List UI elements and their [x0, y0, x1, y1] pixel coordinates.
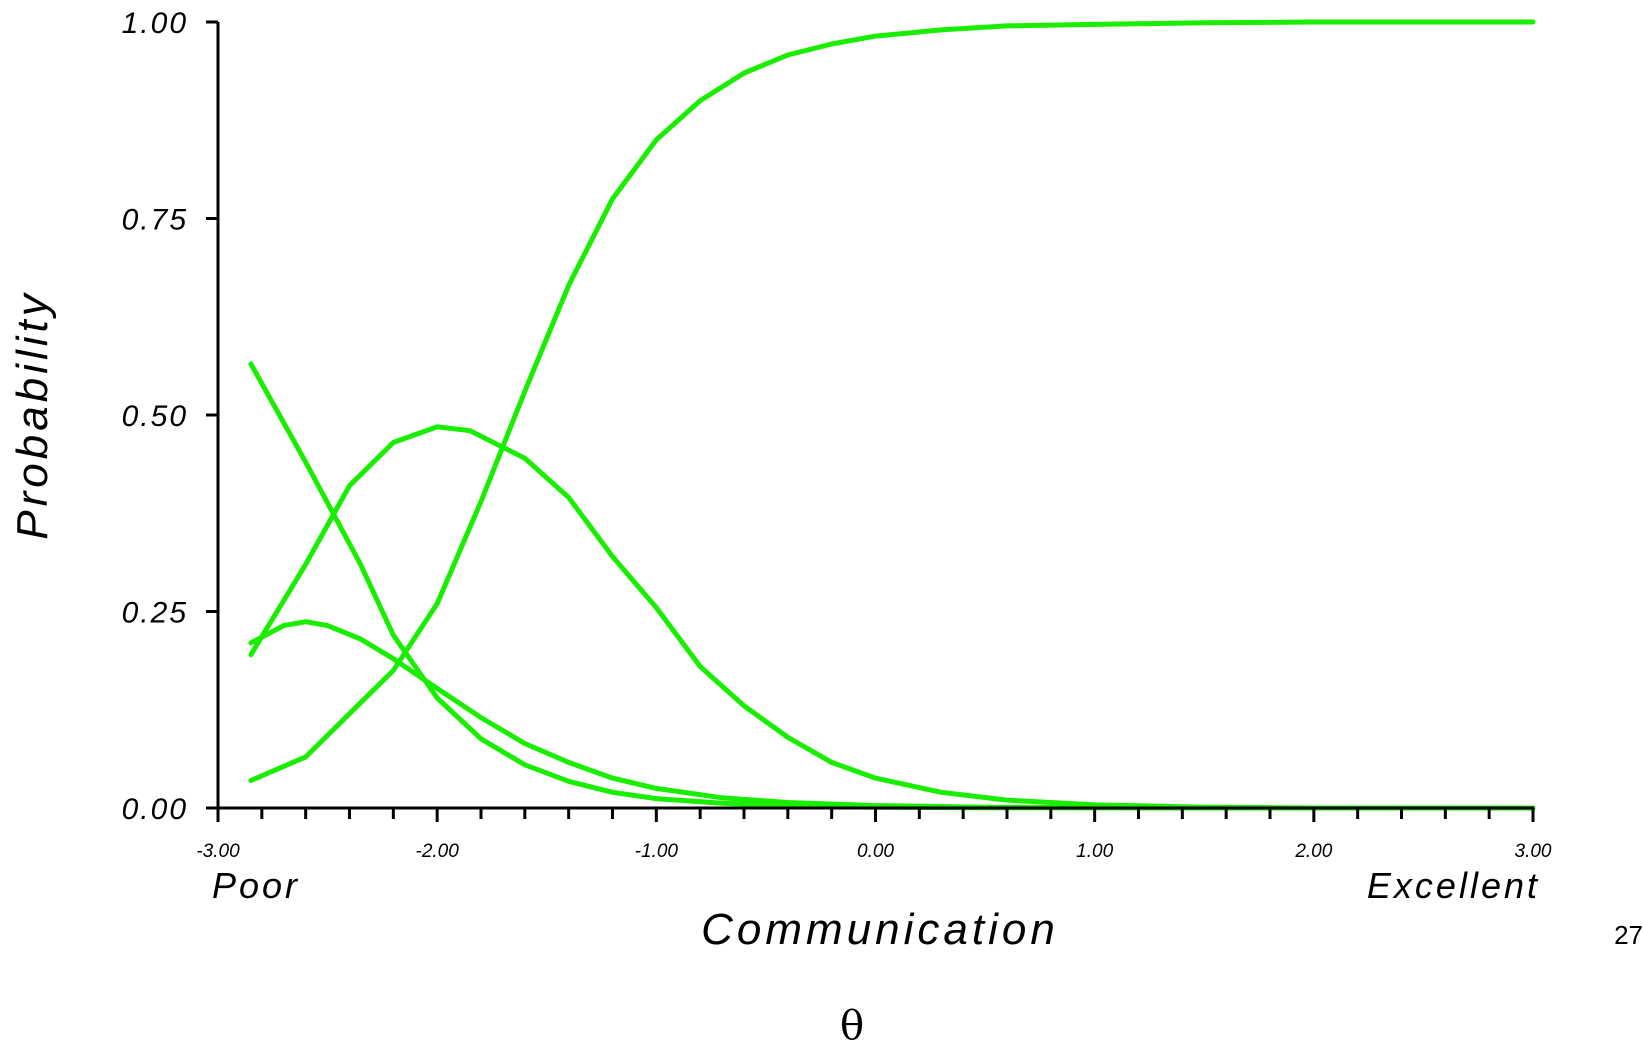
y-tick-label: 0.25 — [122, 597, 188, 630]
x-tick-label: 0.00 — [857, 841, 894, 862]
curve-4 — [248, 19, 1536, 783]
x-tick-label: 1.00 — [1076, 841, 1113, 862]
x-tick-label: 3.00 — [1515, 841, 1552, 862]
x-tick-label: -3.00 — [196, 841, 240, 862]
slide-number: 27 — [1614, 920, 1643, 950]
probability-curves — [248, 19, 1536, 811]
curve-3 — [248, 424, 1536, 811]
y-tick-label: 0.50 — [122, 400, 188, 433]
x-tick-label: -1.00 — [635, 841, 679, 862]
y-axis-title: Probability — [8, 290, 57, 539]
y-tick-label: 1.00 — [122, 7, 188, 40]
y-tick-label: 0.00 — [122, 793, 188, 826]
x-axis-ticks: -3.00 -2.00 -1.00 0.00 1.00 2.00 3.00 — [196, 808, 1552, 862]
y-axis-ticks: 0.00 0.25 0.50 0.75 1.00 — [122, 7, 218, 826]
x-axis-low-label: Poor — [212, 865, 300, 906]
x-tick-label: -2.00 — [416, 841, 460, 862]
theta-symbol: θ — [840, 1003, 864, 1045]
x-axis-high-label: Excellent — [1367, 865, 1540, 906]
x-tick-label: 2.00 — [1294, 841, 1332, 862]
y-tick-label: 0.75 — [122, 204, 188, 237]
x-axis-title: Communication — [701, 905, 1059, 954]
